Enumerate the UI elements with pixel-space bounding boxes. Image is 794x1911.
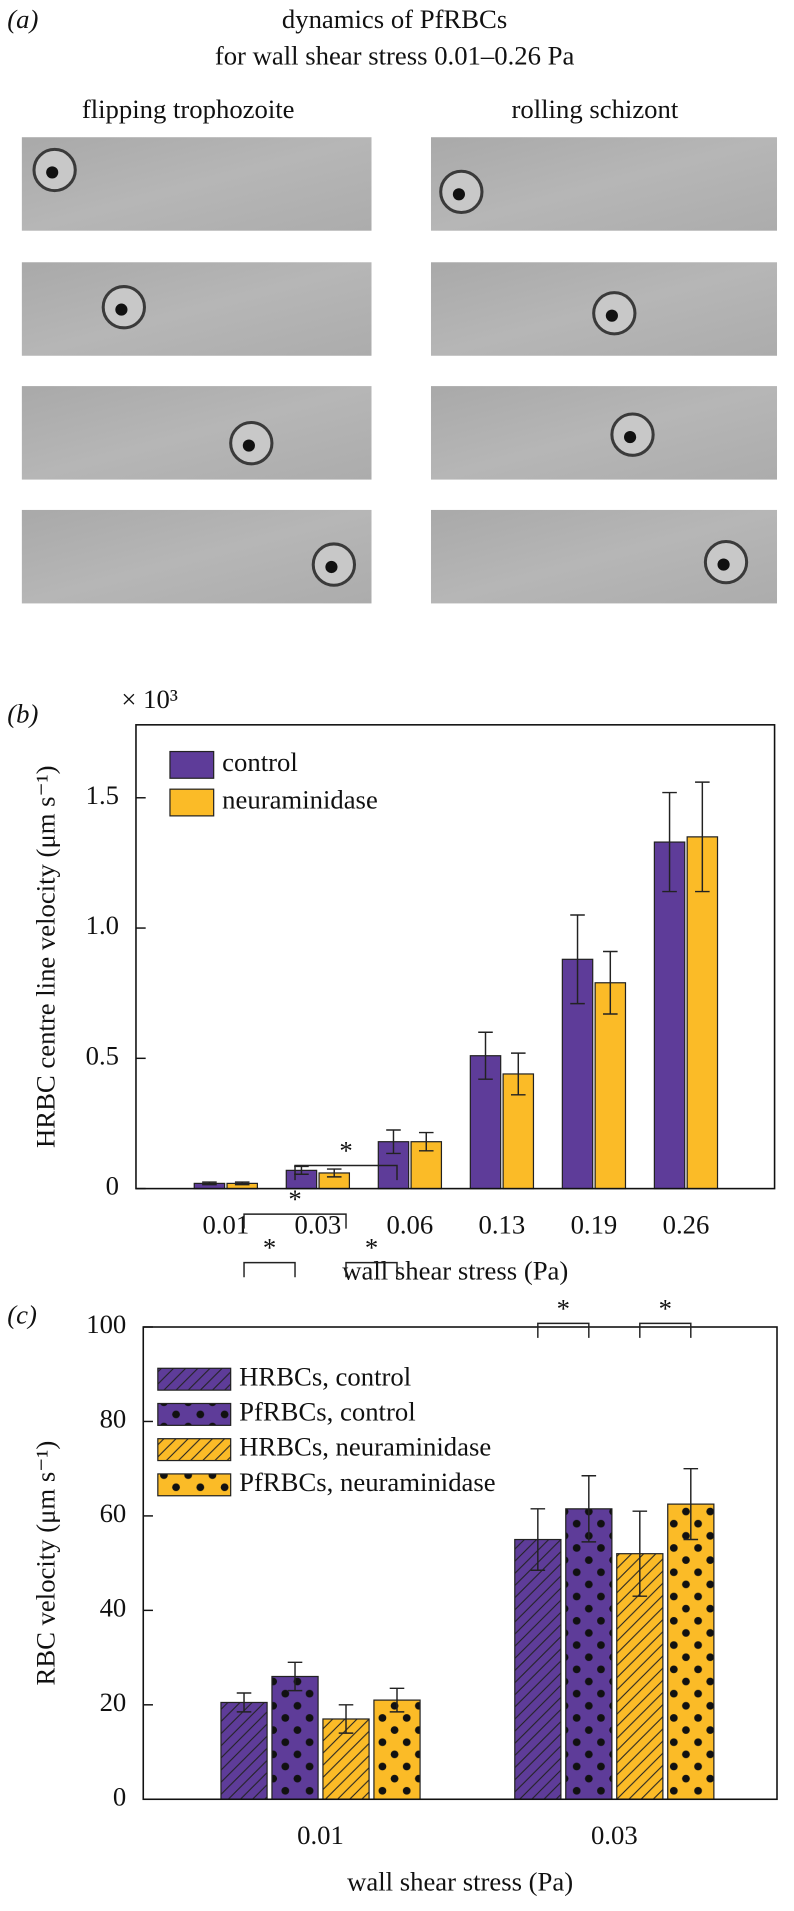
legend-label: control (222, 747, 298, 777)
significance-label: * (365, 1233, 378, 1263)
bar (271, 1675, 319, 1800)
significance-label: * (659, 1293, 672, 1323)
x-tick-label: 0.03 (591, 1820, 638, 1850)
error-bar (581, 1475, 597, 1543)
legend-label: neuraminidase (222, 785, 378, 815)
legend-swatch (169, 750, 215, 779)
x-tick-label: 0.19 (571, 1210, 618, 1240)
significance-bracket (243, 1213, 347, 1229)
legend-swatch (169, 788, 215, 817)
significance-bracket (537, 1322, 590, 1338)
bar (373, 1699, 421, 1800)
x-axis-title: wall shear stress (Pa) (342, 1256, 568, 1286)
error-bar (695, 781, 710, 893)
error-bar (418, 1131, 434, 1152)
micrograph (21, 262, 372, 356)
significance-bracket (345, 1261, 398, 1278)
plot-frame (142, 1326, 778, 1801)
panel-title: for wall shear stress 0.01–0.26 Pa (215, 40, 575, 70)
x-tick-label: 0.13 (479, 1210, 526, 1240)
error-bar (603, 950, 618, 1015)
error-bar (236, 1692, 252, 1713)
error-bar (389, 1687, 405, 1713)
legend-label: PfRBCs, neuraminidase (239, 1467, 495, 1497)
y-tick-label: 40 (100, 1592, 127, 1622)
y-tick-label: 1.5 (86, 780, 119, 810)
y-tick-label: 0.5 (86, 1040, 119, 1070)
micrograph (21, 386, 372, 480)
column-title: flipping trophozoite (82, 94, 295, 124)
parasite (242, 439, 255, 452)
error-bar (662, 791, 677, 893)
legend-swatch (157, 1473, 232, 1497)
bar (514, 1538, 562, 1800)
y-tick-label: 60 (100, 1498, 127, 1528)
significance-label: * (288, 1184, 301, 1214)
error-bar (287, 1661, 303, 1692)
bar (686, 836, 719, 1190)
y-tick-label: 0 (106, 1171, 119, 1201)
error-bar (326, 1168, 342, 1178)
micrograph (430, 386, 778, 480)
significance-bracket (294, 1164, 398, 1181)
error-bar (632, 1510, 648, 1597)
x-tick-label: 0.06 (387, 1210, 434, 1240)
y-tick-label: 80 (100, 1404, 127, 1434)
y-axis-title: HRBC centre line velocity (μm s⁻¹) (31, 765, 61, 1148)
x-tick-label: 0.01 (297, 1820, 344, 1850)
legend-swatch (157, 1367, 232, 1391)
parasite (452, 188, 465, 201)
panel-label: (c) (7, 1299, 37, 1329)
parasite (325, 560, 338, 574)
legend-label: HRBCs, control (239, 1361, 411, 1391)
error-bar (478, 1031, 493, 1080)
bar (653, 841, 686, 1190)
y-tick-label: 20 (100, 1687, 127, 1717)
significance-label: * (557, 1293, 570, 1323)
panel-title: dynamics of PfRBCs (282, 4, 507, 34)
x-tick-label: 0.26 (663, 1210, 710, 1240)
error-bar (234, 1181, 250, 1186)
x-axis-title: wall shear stress (Pa) (347, 1866, 573, 1896)
bar (220, 1701, 268, 1800)
legend-label: HRBCs, neuraminidase (239, 1432, 491, 1462)
error-bar (570, 914, 585, 1005)
bar (667, 1503, 715, 1800)
legend-swatch (157, 1438, 232, 1462)
legend-label: PfRBCs, control (239, 1397, 415, 1427)
plot-frame (135, 724, 776, 1190)
micrograph (430, 137, 778, 231)
y-tick-label: 100 (86, 1309, 126, 1339)
error-bar (202, 1181, 217, 1186)
legend-swatch (157, 1402, 232, 1426)
bar (565, 1508, 613, 1800)
y-axis-title: RBC velocity (μm s⁻¹) (31, 1441, 61, 1686)
y-tick-label: 1.0 (86, 910, 119, 940)
parasite (717, 558, 730, 571)
significance-bracket (243, 1261, 296, 1278)
parasite (46, 166, 59, 179)
panel-label: (a) (7, 4, 38, 34)
significance-label: * (339, 1136, 352, 1166)
significance-label: * (263, 1233, 276, 1263)
error-bar (386, 1129, 401, 1155)
micrograph (21, 137, 372, 231)
parasite (115, 303, 128, 316)
y-tick-label: 0 (113, 1781, 126, 1811)
panel-label: (b) (7, 698, 38, 728)
x-tick-label: 0.01 (202, 1210, 249, 1240)
axis-multiplier: × 10³ (121, 684, 177, 714)
parasite (624, 431, 637, 444)
column-title: rolling schizont (512, 94, 679, 124)
significance-bracket (639, 1322, 692, 1338)
error-bar (511, 1052, 526, 1096)
error-bar (338, 1704, 354, 1734)
error-bar (683, 1467, 699, 1541)
error-bar (530, 1508, 546, 1571)
parasite (605, 309, 618, 322)
error-bar (294, 1165, 309, 1175)
